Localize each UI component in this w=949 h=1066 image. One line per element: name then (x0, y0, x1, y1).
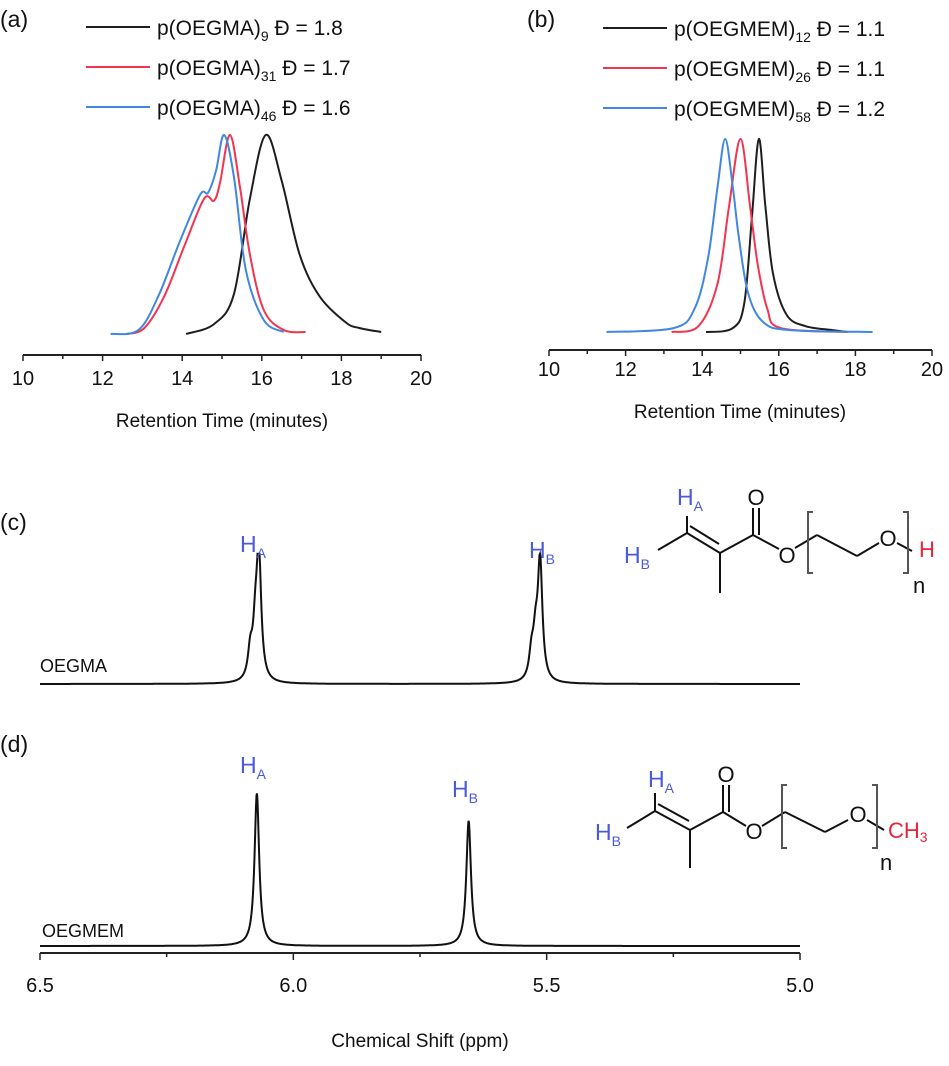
structure-c-n: n (913, 573, 925, 598)
x-tick-label: 6.0 (279, 975, 307, 997)
legend-name: p(OEGMEM) (674, 18, 795, 41)
chart-a: 10 12 14 16 18 20p(OEGMA)9 Đ = 1.8p(OEGMA)31 … (12, 17, 432, 390)
x-tick-label: 5.5 (533, 975, 561, 997)
x-tick-label: 6.5 (26, 975, 54, 997)
peak-label-ha-c: HA (240, 531, 267, 561)
legend-entry: p(OEGMEM)12 Đ = 1.1 (674, 18, 885, 45)
structure-c-end-group: H (919, 537, 935, 562)
legend-entry: p(OEGMA)46 Đ = 1.6 (157, 97, 351, 124)
structure-d-end-group: CH3 (888, 818, 928, 845)
structure-oegma (657, 508, 913, 593)
x-axis-title-d: Chemical Shift (ppm) (331, 1031, 508, 1052)
legend-subscript: 12 (795, 29, 811, 45)
panel-label-a: (a) (0, 6, 28, 32)
series-line-blue (606, 137, 873, 333)
legend-entry: p(OEGMEM)26 Đ = 1.1 (674, 58, 885, 85)
structure-c-carbonyl-o: O (747, 485, 764, 510)
legend-entry: p(OEGMA)31 Đ = 1.7 (157, 57, 351, 84)
structure-d-ether-o: O (849, 802, 866, 827)
legend-dispersity: Đ = 1.6 (276, 97, 350, 120)
sample-label-d: OEGMEM (42, 921, 124, 941)
panel-label-c: (c) (0, 509, 27, 535)
legend-dispersity: Đ = 1.8 (269, 17, 343, 40)
legend-name: p(OEGMA) (157, 57, 261, 80)
x-tick-label: 20 (410, 368, 432, 390)
peak-label-ha-d: HA (240, 752, 267, 782)
legend-dispersity: Đ = 1.1 (811, 58, 885, 81)
series-line-red (671, 137, 848, 333)
series-line-black (185, 133, 382, 335)
structure-d-ester-o: O (745, 819, 762, 844)
legend-subscript: 26 (795, 69, 811, 85)
structure-c-ether-o: O (879, 526, 896, 551)
series-line-blue (110, 133, 285, 336)
series-line-red (126, 133, 306, 335)
legend-entry: p(OEGMEM)58 Đ = 1.2 (674, 98, 885, 125)
x-tick-label: 18 (330, 368, 352, 390)
x-tick-label: 12 (91, 368, 113, 390)
legend-dispersity: Đ = 1.1 (811, 18, 885, 41)
structure-d-carbonyl-o: O (717, 762, 734, 787)
series-line-black (705, 137, 848, 333)
panel-label-b: (b) (527, 6, 555, 32)
chart-b: 10 12 14 16 18 20p(OEGMEM)12 Đ = 1.1p(OEGMEM)… (538, 18, 943, 381)
structure-d-n: n (880, 850, 892, 875)
x-axis-title-b: Retention Time (minutes) (634, 402, 846, 423)
structure-c-hb: HB (624, 542, 650, 572)
legend-subscript: 58 (795, 109, 811, 125)
structure-c-ha: HA (677, 484, 704, 514)
legend-entry: p(OEGMA)9 Đ = 1.8 (157, 17, 343, 44)
legend-subscript: 9 (261, 28, 269, 44)
legend-subscript: 31 (261, 68, 277, 84)
x-tick-label: 14 (691, 359, 713, 381)
x-tick-label: 5.0 (786, 975, 814, 997)
legend-name: p(OEGMEM) (674, 58, 795, 81)
legend-dispersity: Đ = 1.7 (276, 57, 350, 80)
x-tick-label: 10 (12, 368, 34, 390)
structure-d-hb: HB (595, 819, 621, 849)
structure-c-ester-o: O (778, 543, 795, 568)
spectrum-line (40, 550, 800, 685)
peak-label-hb-c: HB (529, 537, 555, 567)
x-tick-label: 16 (251, 368, 273, 390)
chart-d: 6.5 6.0 5.5 5.0 (26, 793, 814, 997)
x-tick-label: 10 (538, 359, 560, 381)
panel-label-d: (d) (0, 731, 28, 757)
sample-label-c: OEGMA (40, 656, 107, 676)
x-tick-label: 20 (921, 359, 943, 381)
legend-name: p(OEGMA) (157, 17, 261, 40)
legend-name: p(OEGMA) (157, 97, 261, 120)
legend-name: p(OEGMEM) (674, 98, 795, 121)
peak-label-hb-d: HB (452, 776, 478, 806)
chart-c (40, 550, 800, 685)
spectrum-line (40, 793, 800, 947)
x-tick-label: 16 (768, 359, 790, 381)
x-tick-label: 18 (844, 359, 866, 381)
structure-oegmem (626, 784, 885, 868)
legend-subscript: 46 (261, 108, 277, 124)
x-axis-title-a: Retention Time (minutes) (116, 411, 328, 432)
structure-d-ha: HA (648, 766, 675, 796)
x-tick-label: 14 (171, 368, 193, 390)
x-tick-label: 12 (614, 359, 636, 381)
legend-dispersity: Đ = 1.2 (811, 98, 885, 121)
